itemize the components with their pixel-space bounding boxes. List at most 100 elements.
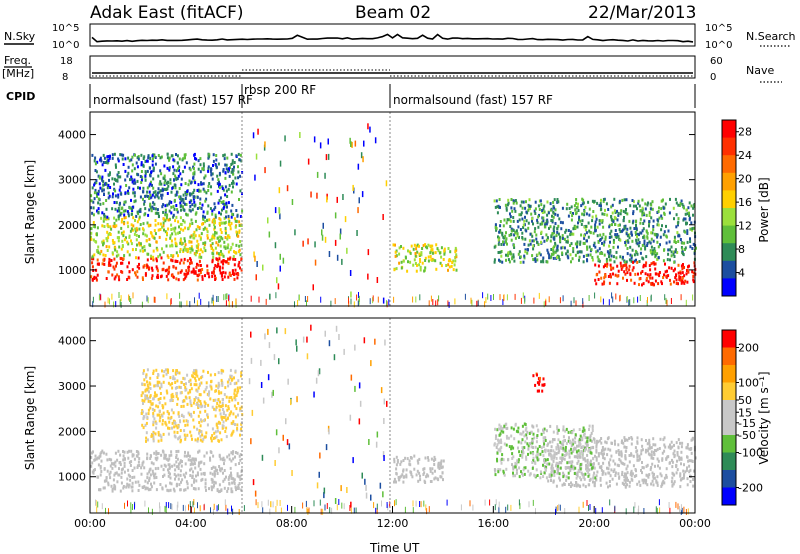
power-cell-8 bbox=[164, 269, 167, 273]
power-cell-1003 bbox=[226, 195, 229, 198]
velocity-cell-1123 bbox=[650, 450, 653, 454]
power-cell-1072 bbox=[93, 197, 96, 201]
velocity-cell-1973 bbox=[552, 430, 555, 434]
power-cell-2533 bbox=[653, 262, 656, 266]
velocity-cell-716 bbox=[195, 388, 198, 392]
power-cell-1264 bbox=[166, 152, 169, 156]
velocity-cell-386 bbox=[121, 467, 124, 471]
power-cell-1983 bbox=[610, 218, 613, 221]
power-cell-149 bbox=[155, 259, 158, 263]
power-cell-141 bbox=[195, 265, 198, 269]
power-cell-1111 bbox=[214, 213, 217, 217]
velocity-cell-1039 bbox=[437, 478, 440, 482]
power-cell-2484 bbox=[665, 274, 668, 278]
power-cell-1677 bbox=[521, 231, 524, 235]
power-cell-1165 bbox=[182, 193, 185, 197]
power-cell-278 bbox=[171, 232, 174, 236]
velocity-cell-238 bbox=[126, 450, 129, 454]
power-cell-1291 bbox=[103, 212, 106, 216]
velocity-cell-1580 bbox=[636, 482, 639, 486]
power-cell-1857 bbox=[608, 236, 611, 239]
power-cell-324 bbox=[195, 249, 198, 253]
power-cell-1670 bbox=[661, 216, 664, 220]
velocity-cell-361 bbox=[150, 485, 153, 489]
velocity-cell-568 bbox=[152, 420, 155, 424]
power-cell-2438 bbox=[616, 264, 619, 268]
velocity-cell-1733 bbox=[579, 463, 582, 466]
power-cell-1195 bbox=[120, 192, 123, 196]
power-cell-2144 bbox=[498, 236, 501, 240]
velocity-cell-1209 bbox=[603, 452, 605, 456]
velocity-cell-1767 bbox=[512, 427, 515, 431]
power-cell-2143 bbox=[499, 230, 502, 234]
power-cell-1901 bbox=[615, 256, 618, 260]
nsky-tick-top: 10^5 bbox=[52, 23, 79, 34]
velocity-cell-1171 bbox=[586, 458, 589, 462]
power-cell-1251 bbox=[136, 210, 139, 214]
power-speckle-60 bbox=[336, 196, 338, 203]
velocity-cell-552 bbox=[172, 375, 175, 379]
velocity-cell-132 bbox=[230, 487, 233, 491]
power-cell-1868 bbox=[557, 224, 560, 228]
velocity-cell-1808 bbox=[593, 440, 596, 444]
power-cell-798 bbox=[168, 209, 171, 213]
velocity-cell-148 bbox=[155, 488, 158, 492]
power-cell-956 bbox=[149, 202, 152, 206]
power-cell-752 bbox=[218, 180, 220, 184]
power-cell-764 bbox=[130, 177, 133, 181]
power-cell-1103 bbox=[157, 154, 160, 157]
velocity-speckle-79 bbox=[323, 487, 326, 494]
power-cell-534 bbox=[171, 255, 174, 259]
power-cell-1938 bbox=[688, 201, 691, 205]
power-cell-391 bbox=[213, 233, 216, 237]
power-cell-2042 bbox=[618, 199, 621, 203]
power-cell-1558 bbox=[638, 233, 640, 237]
power-cell-1489 bbox=[542, 207, 545, 211]
velocity-cell-300 bbox=[136, 454, 139, 458]
power-cell-1292 bbox=[232, 168, 235, 172]
velocity-cell-772 bbox=[214, 408, 217, 412]
power-cell-1309 bbox=[199, 201, 202, 205]
velocity-cell-841 bbox=[146, 438, 149, 442]
velocity-cell-381 bbox=[228, 457, 231, 461]
power-cell-655 bbox=[117, 239, 120, 243]
velocity-cell-1456 bbox=[675, 471, 678, 475]
velocity-cell-1108 bbox=[589, 459, 592, 463]
velocity-cell-936 bbox=[149, 394, 152, 398]
velocity-cell-1312 bbox=[623, 436, 626, 440]
velocity-cell-1433 bbox=[631, 437, 634, 441]
power-cell-1203 bbox=[151, 154, 154, 158]
velocity-cell-1766 bbox=[555, 461, 558, 465]
power-cell-2230 bbox=[498, 230, 501, 234]
power-cell-548 bbox=[227, 222, 230, 226]
velocity-cell-742 bbox=[186, 419, 189, 423]
power-cell-1673 bbox=[684, 217, 687, 221]
velocity-cell-1369 bbox=[575, 484, 578, 488]
velocity-cell-1323 bbox=[630, 442, 633, 446]
velocity-cell-942 bbox=[227, 384, 230, 388]
velocity-cell-992 bbox=[427, 474, 430, 478]
velocity-cell-137 bbox=[203, 462, 206, 466]
power-clutter-52 bbox=[212, 294, 214, 301]
power-cell-2162 bbox=[566, 240, 569, 244]
velocity-cell-1833 bbox=[499, 458, 502, 462]
power-cell-437 bbox=[90, 235, 92, 239]
velocity-cell-747 bbox=[197, 404, 200, 408]
velocity-cell-1140 bbox=[656, 447, 659, 451]
velocity-cell-1160 bbox=[620, 452, 623, 456]
power-cell-1619 bbox=[644, 245, 647, 249]
power-cell-952 bbox=[233, 165, 235, 169]
power-clutter-57 bbox=[437, 299, 439, 306]
velocity-cell-435 bbox=[175, 474, 178, 478]
power-cell-1536 bbox=[553, 231, 556, 235]
power-cell-760 bbox=[130, 198, 132, 202]
power-cell-2509 bbox=[628, 268, 631, 272]
velocity-cell-209 bbox=[131, 489, 134, 493]
power-cell-1814 bbox=[519, 228, 522, 231]
power-cell-866 bbox=[143, 155, 146, 159]
velocity-cell-866 bbox=[220, 368, 223, 372]
velocity-cell-888 bbox=[214, 398, 217, 402]
power-cell-616 bbox=[133, 232, 136, 236]
power-cell-1005 bbox=[116, 209, 119, 213]
power-cell-33 bbox=[180, 258, 183, 262]
